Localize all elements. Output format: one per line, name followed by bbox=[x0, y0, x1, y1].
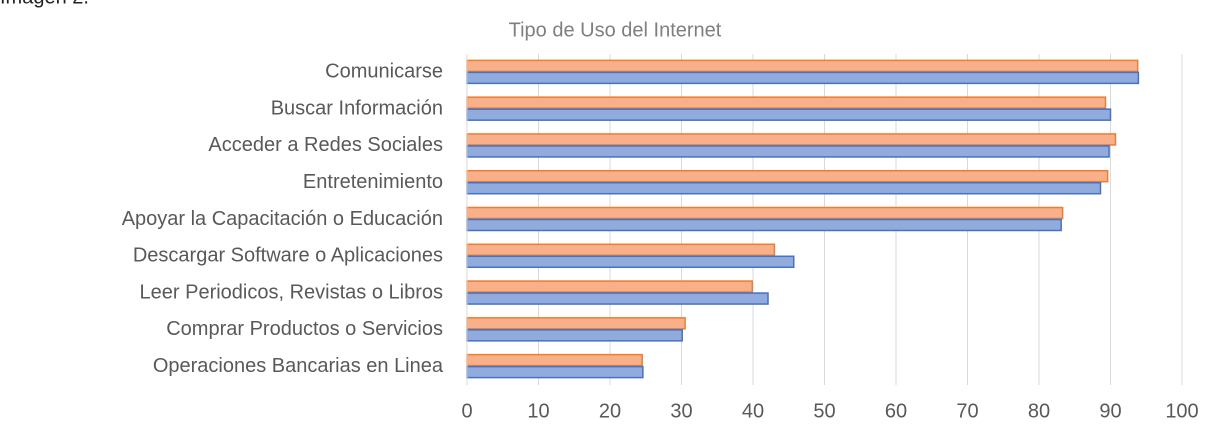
bar bbox=[466, 169, 1109, 183]
caption: Imagen 2. bbox=[0, 0, 89, 8]
bar bbox=[466, 181, 1102, 195]
y-tick-label: Descargar Software o Aplicaciones bbox=[133, 245, 443, 267]
bar bbox=[466, 96, 1107, 109]
x-tick-label: 10 bbox=[527, 400, 549, 422]
bar bbox=[466, 243, 776, 257]
x-tick-label: 80 bbox=[1028, 400, 1050, 422]
x-tick-label: 20 bbox=[599, 400, 621, 422]
bar bbox=[466, 329, 683, 342]
bar bbox=[466, 59, 1139, 73]
x-tick-label: 50 bbox=[813, 400, 835, 422]
bar bbox=[466, 218, 1062, 232]
bar bbox=[466, 133, 1117, 146]
y-tick-label: Acceder a Redes Sociales bbox=[208, 134, 443, 156]
bar bbox=[466, 353, 643, 367]
x-tick-label: 90 bbox=[1099, 400, 1121, 422]
y-tick-label: Comprar Productos o Servicios bbox=[166, 318, 443, 340]
x-tick-label: 30 bbox=[670, 400, 692, 422]
bar bbox=[466, 145, 1110, 158]
y-tick-label: Entretenimiento bbox=[303, 171, 443, 193]
x-tick-label: 60 bbox=[885, 400, 907, 422]
y-tick-label: Apoyar la Capacitación o Educación bbox=[122, 208, 443, 230]
bar bbox=[466, 280, 754, 293]
chart-title: Tipo de Uso del Internet bbox=[509, 19, 722, 41]
y-tick-label: Leer Periodicos, Revistas o Libros bbox=[140, 281, 443, 303]
y-tick-label: Buscar Información bbox=[271, 97, 443, 119]
bar bbox=[466, 292, 769, 305]
bar bbox=[466, 317, 686, 330]
bar bbox=[466, 255, 795, 269]
y-tick-label: Operaciones Bancarias en Linea bbox=[153, 355, 444, 377]
x-tick-label: 70 bbox=[956, 400, 978, 422]
bar bbox=[466, 206, 1064, 220]
y-tick-label: Comunicarse bbox=[325, 61, 443, 83]
bar bbox=[466, 365, 644, 379]
bar bbox=[466, 108, 1112, 121]
x-tick-label: 100 bbox=[1165, 400, 1198, 422]
x-tick-label: 40 bbox=[742, 400, 764, 422]
x-tick-label: 0 bbox=[461, 400, 472, 422]
bar bbox=[466, 71, 1140, 85]
